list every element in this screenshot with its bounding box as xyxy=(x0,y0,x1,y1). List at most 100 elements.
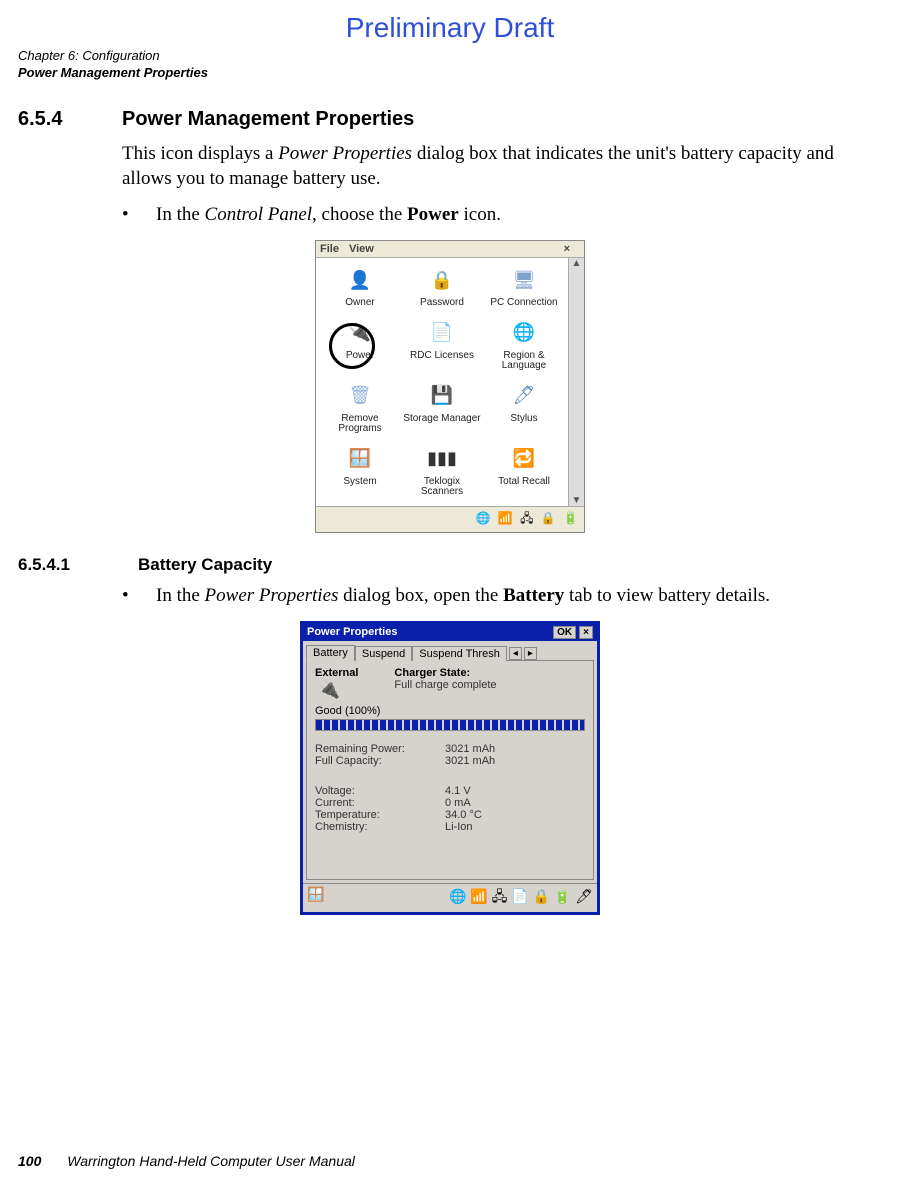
rdc-licenses-icon: 📄 xyxy=(426,317,458,349)
owner-icon: 👤 xyxy=(344,264,376,296)
cp-item-label: Owner xyxy=(320,298,400,309)
cp-item-system[interactable]: 🪟 System xyxy=(320,441,400,502)
cp-item-pc-connection[interactable]: 🖥 PC Connection xyxy=(484,262,564,313)
control-panel-screenshot: File View × 👤 Owner 🔒 Password 🖥 PC Connectio… xyxy=(315,240,585,533)
scroll-down-icon[interactable]: ▼ xyxy=(572,495,582,506)
scroll-up-icon[interactable]: ▲ xyxy=(572,258,582,269)
pp-tray-icons: 🌐 📶 🖧 📄 🔒 🔋 🖊 xyxy=(449,886,593,910)
pp-stats-block-1: Remaining Power:3021 mAhFull Capacity:30… xyxy=(315,743,585,767)
cp-scrollbar[interactable]: ▲ ▼ xyxy=(568,258,584,506)
cp-item-owner[interactable]: 👤 Owner xyxy=(320,262,400,313)
system-icon: 🪟 xyxy=(344,443,376,475)
pp-stat-row: Voltage:4.1 V xyxy=(315,785,585,797)
cp-item-label: Region & Language xyxy=(484,351,564,372)
bullet-marker: • xyxy=(122,585,132,607)
pp-external-label: External xyxy=(315,667,358,679)
plug-icon: 🔌 xyxy=(315,679,343,701)
cp-menu-file[interactable]: File xyxy=(320,243,339,255)
teklogix-scanners-icon: ▮▮▮ xyxy=(426,443,458,475)
pp-stats-block-2: Voltage:4.1 VCurrent:0 mATemperature:34.… xyxy=(315,785,585,833)
cp-item-password[interactable]: 🔒 Password xyxy=(402,262,482,313)
cp-menu-view[interactable]: View xyxy=(349,243,374,255)
draft-watermark: Preliminary Draft xyxy=(18,12,882,44)
pp-stat-label: Voltage: xyxy=(315,785,445,797)
cp-item-power[interactable]: 🔌 Power xyxy=(320,315,400,376)
pp-stat-value: 3021 mAh xyxy=(445,755,495,767)
header-chapter: Chapter 6: Configuration xyxy=(18,48,882,65)
pp-stat-value: 34.0 °C xyxy=(445,809,482,821)
pp-stat-label: Temperature: xyxy=(315,809,445,821)
region-language-icon: 🌐 xyxy=(508,317,540,349)
pp-ok-button[interactable]: OK xyxy=(553,626,576,639)
pp-close-button[interactable]: × xyxy=(579,626,593,639)
pp-charge-bar xyxy=(315,719,585,731)
pp-stat-row: Temperature:34.0 °C xyxy=(315,809,585,821)
subsection-title: Battery Capacity xyxy=(138,555,272,575)
bullet-marker: • xyxy=(122,204,132,226)
pc-connection-icon: 🖥 xyxy=(508,264,540,296)
bullet-battery-tab: • In the Power Properties dialog box, op… xyxy=(122,585,882,607)
pp-stat-label: Remaining Power: xyxy=(315,743,445,755)
pp-titlebar: Power Properties OK × xyxy=(303,624,597,641)
cp-item-region-language[interactable]: 🌐Region & Language xyxy=(484,315,564,376)
page-footer: 100 Warrington Hand-Held Computer User M… xyxy=(18,1153,355,1169)
cp-item-label: RDC Licenses xyxy=(402,351,482,362)
pp-stat-value: Li-Ion xyxy=(445,821,473,833)
cp-item-stylus[interactable]: 🖊 Stylus xyxy=(484,378,564,439)
pp-battery-pane: External 🔌 Charger State: Full charge co… xyxy=(306,660,594,880)
cp-item-total-recall[interactable]: 🔁 Total Recall xyxy=(484,441,564,502)
bullet-control-panel: • In the Control Panel, choose the Power… xyxy=(122,204,882,226)
pp-stat-row: Chemistry:Li-Ion xyxy=(315,821,585,833)
cp-item-label: Storage Manager xyxy=(402,414,482,425)
pp-stat-value: 4.1 V xyxy=(445,785,471,797)
pp-charger-label: Charger State: xyxy=(394,667,496,679)
password-icon: 🔒 xyxy=(426,264,458,296)
section-6-5-4-paragraph: This icon displays a Power Properties di… xyxy=(122,141,882,192)
section-title: Power Management Properties xyxy=(122,108,414,131)
tab-scroll-left[interactable]: ◂ xyxy=(509,647,522,660)
stylus-icon: 🖊 xyxy=(508,380,540,412)
pp-stat-label: Full Capacity: xyxy=(315,755,445,767)
header-section: Power Management Properties xyxy=(18,65,882,82)
page-number: 100 xyxy=(18,1153,41,1169)
cp-item-label: Total Recall xyxy=(484,477,564,488)
cp-menubar: File View × xyxy=(316,241,584,258)
cp-item-label: Remove Programs xyxy=(320,414,400,435)
cp-item-remove-programs[interactable]: 🗑Remove Programs xyxy=(320,378,400,439)
tab-suspend-threshold[interactable]: Suspend Thresh xyxy=(412,646,507,661)
pp-good-label: Good (100%) xyxy=(315,705,585,717)
power-properties-dialog: Power Properties OK × Battery Suspend Su… xyxy=(300,621,600,915)
pp-stat-row: Remaining Power:3021 mAh xyxy=(315,743,585,755)
pp-stat-value: 3021 mAh xyxy=(445,743,495,755)
cp-item-label: Power xyxy=(320,351,400,362)
cp-item-label: Teklogix Scanners xyxy=(402,477,482,498)
cp-item-label: System xyxy=(320,477,400,488)
pp-stat-row: Full Capacity:3021 mAh xyxy=(315,755,585,767)
pp-stat-value: 0 mA xyxy=(445,797,471,809)
start-icon[interactable]: 🪟 xyxy=(307,886,324,910)
tab-suspend[interactable]: Suspend xyxy=(355,646,412,661)
cp-item-rdc-licenses[interactable]: 📄 RDC Licenses xyxy=(402,315,482,376)
subsection-number: 6.5.4.1 xyxy=(18,555,110,575)
cp-icon-grid: 👤 Owner 🔒 Password 🖥 PC Connection 🔌 Power 📄 RDC … xyxy=(316,258,568,506)
total-recall-icon: 🔁 xyxy=(508,443,540,475)
section-6-5-4-heading: 6.5.4 Power Management Properties xyxy=(18,108,882,131)
section-number: 6.5.4 xyxy=(18,108,94,131)
section-6-5-4-1-heading: 6.5.4.1 Battery Capacity xyxy=(18,555,882,575)
pp-stat-label: Current: xyxy=(315,797,445,809)
power-icon: 🔌 xyxy=(344,317,376,349)
tab-battery[interactable]: Battery xyxy=(306,645,355,661)
pp-stat-row: Current:0 mA xyxy=(315,797,585,809)
cp-item-storage-manager[interactable]: 💾Storage Manager xyxy=(402,378,482,439)
running-header: Chapter 6: Configuration Power Managemen… xyxy=(18,48,882,82)
pp-title: Power Properties xyxy=(307,626,397,638)
cp-close-button[interactable]: × xyxy=(564,243,570,255)
cp-item-label: PC Connection xyxy=(484,298,564,309)
cp-item-label: Password xyxy=(402,298,482,309)
cp-system-tray: 🌐 📶 🖧 🔒 🔋 xyxy=(316,506,584,532)
pp-tabstrip: Battery Suspend Suspend Thresh ◂ ▸ xyxy=(303,641,597,660)
cp-item-label: Stylus xyxy=(484,414,564,425)
pp-charger-value: Full charge complete xyxy=(394,679,496,691)
cp-item-teklogix-scanners[interactable]: ▮▮▮Teklogix Scanners xyxy=(402,441,482,502)
tab-scroll-right[interactable]: ▸ xyxy=(524,647,537,660)
